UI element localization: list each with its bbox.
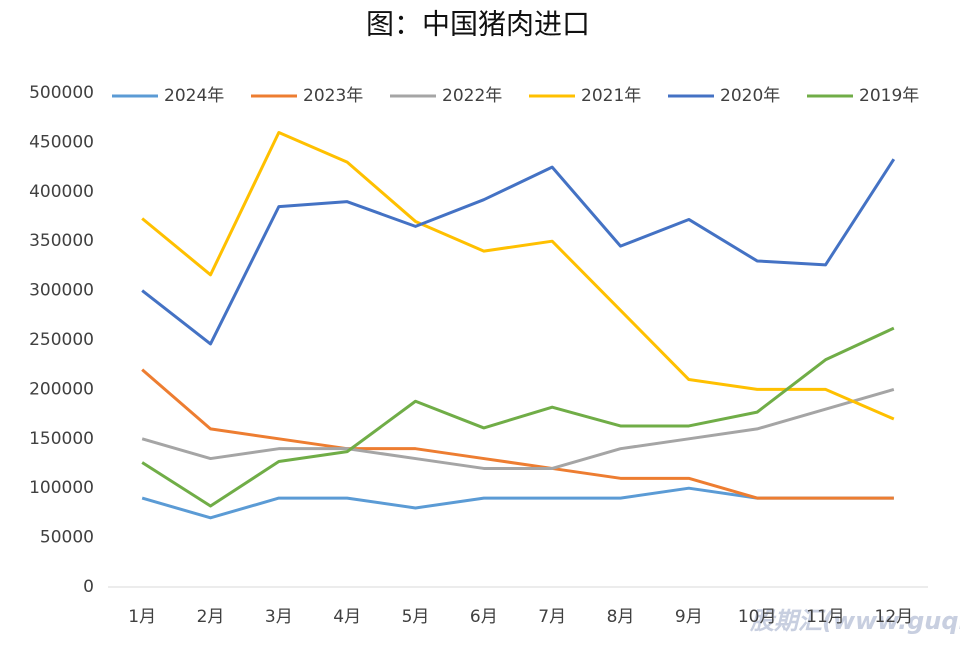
x-tick-label: 5月 (402, 607, 430, 627)
x-tick-label: 7月 (538, 607, 566, 627)
y-tick-label: 400000 (29, 182, 94, 202)
watermark: 股期汇(www.guqihui.cn) (749, 607, 960, 635)
x-tick-label: 2月 (197, 607, 225, 627)
legend-label: 2023年 (303, 86, 363, 106)
y-tick-label: 450000 (29, 132, 94, 152)
x-tick-label: 6月 (470, 607, 498, 627)
series-line (141, 368, 894, 500)
y-tick-label: 0 (83, 577, 94, 597)
y-tick-label: 250000 (29, 330, 94, 350)
series-line (141, 486, 894, 520)
x-tick-label: 3月 (265, 607, 293, 627)
y-tick-label: 200000 (29, 379, 94, 399)
legend-label: 2022年 (442, 86, 502, 106)
y-tick-label: 350000 (29, 231, 94, 251)
y-tick-label: 300000 (29, 281, 94, 301)
series-line (141, 158, 896, 346)
legend-label: 2024年 (164, 86, 224, 106)
x-tick-label: 4月 (333, 607, 361, 627)
y-tick-label: 100000 (29, 478, 94, 498)
series-line (141, 131, 895, 421)
x-tick-label: 8月 (607, 607, 635, 627)
series-line (141, 387, 895, 470)
x-tick-label: 1月 (128, 607, 156, 627)
y-tick-label: 150000 (29, 429, 94, 449)
chart-title: 图：中国猪肉进口 (366, 8, 590, 41)
x-tick-label: 10月 (738, 607, 777, 627)
series-line (141, 326, 895, 508)
x-tick-label: 12月 (875, 607, 914, 627)
legend-label: 2020年 (720, 86, 780, 106)
y-tick-label: 500000 (29, 83, 94, 103)
legend-label: 2019年 (859, 86, 919, 106)
x-tick-label: 9月 (675, 607, 703, 627)
x-tick-label: 11月 (806, 607, 845, 627)
y-tick-label: 50000 (40, 528, 94, 548)
legend-label: 2021年 (581, 86, 641, 106)
